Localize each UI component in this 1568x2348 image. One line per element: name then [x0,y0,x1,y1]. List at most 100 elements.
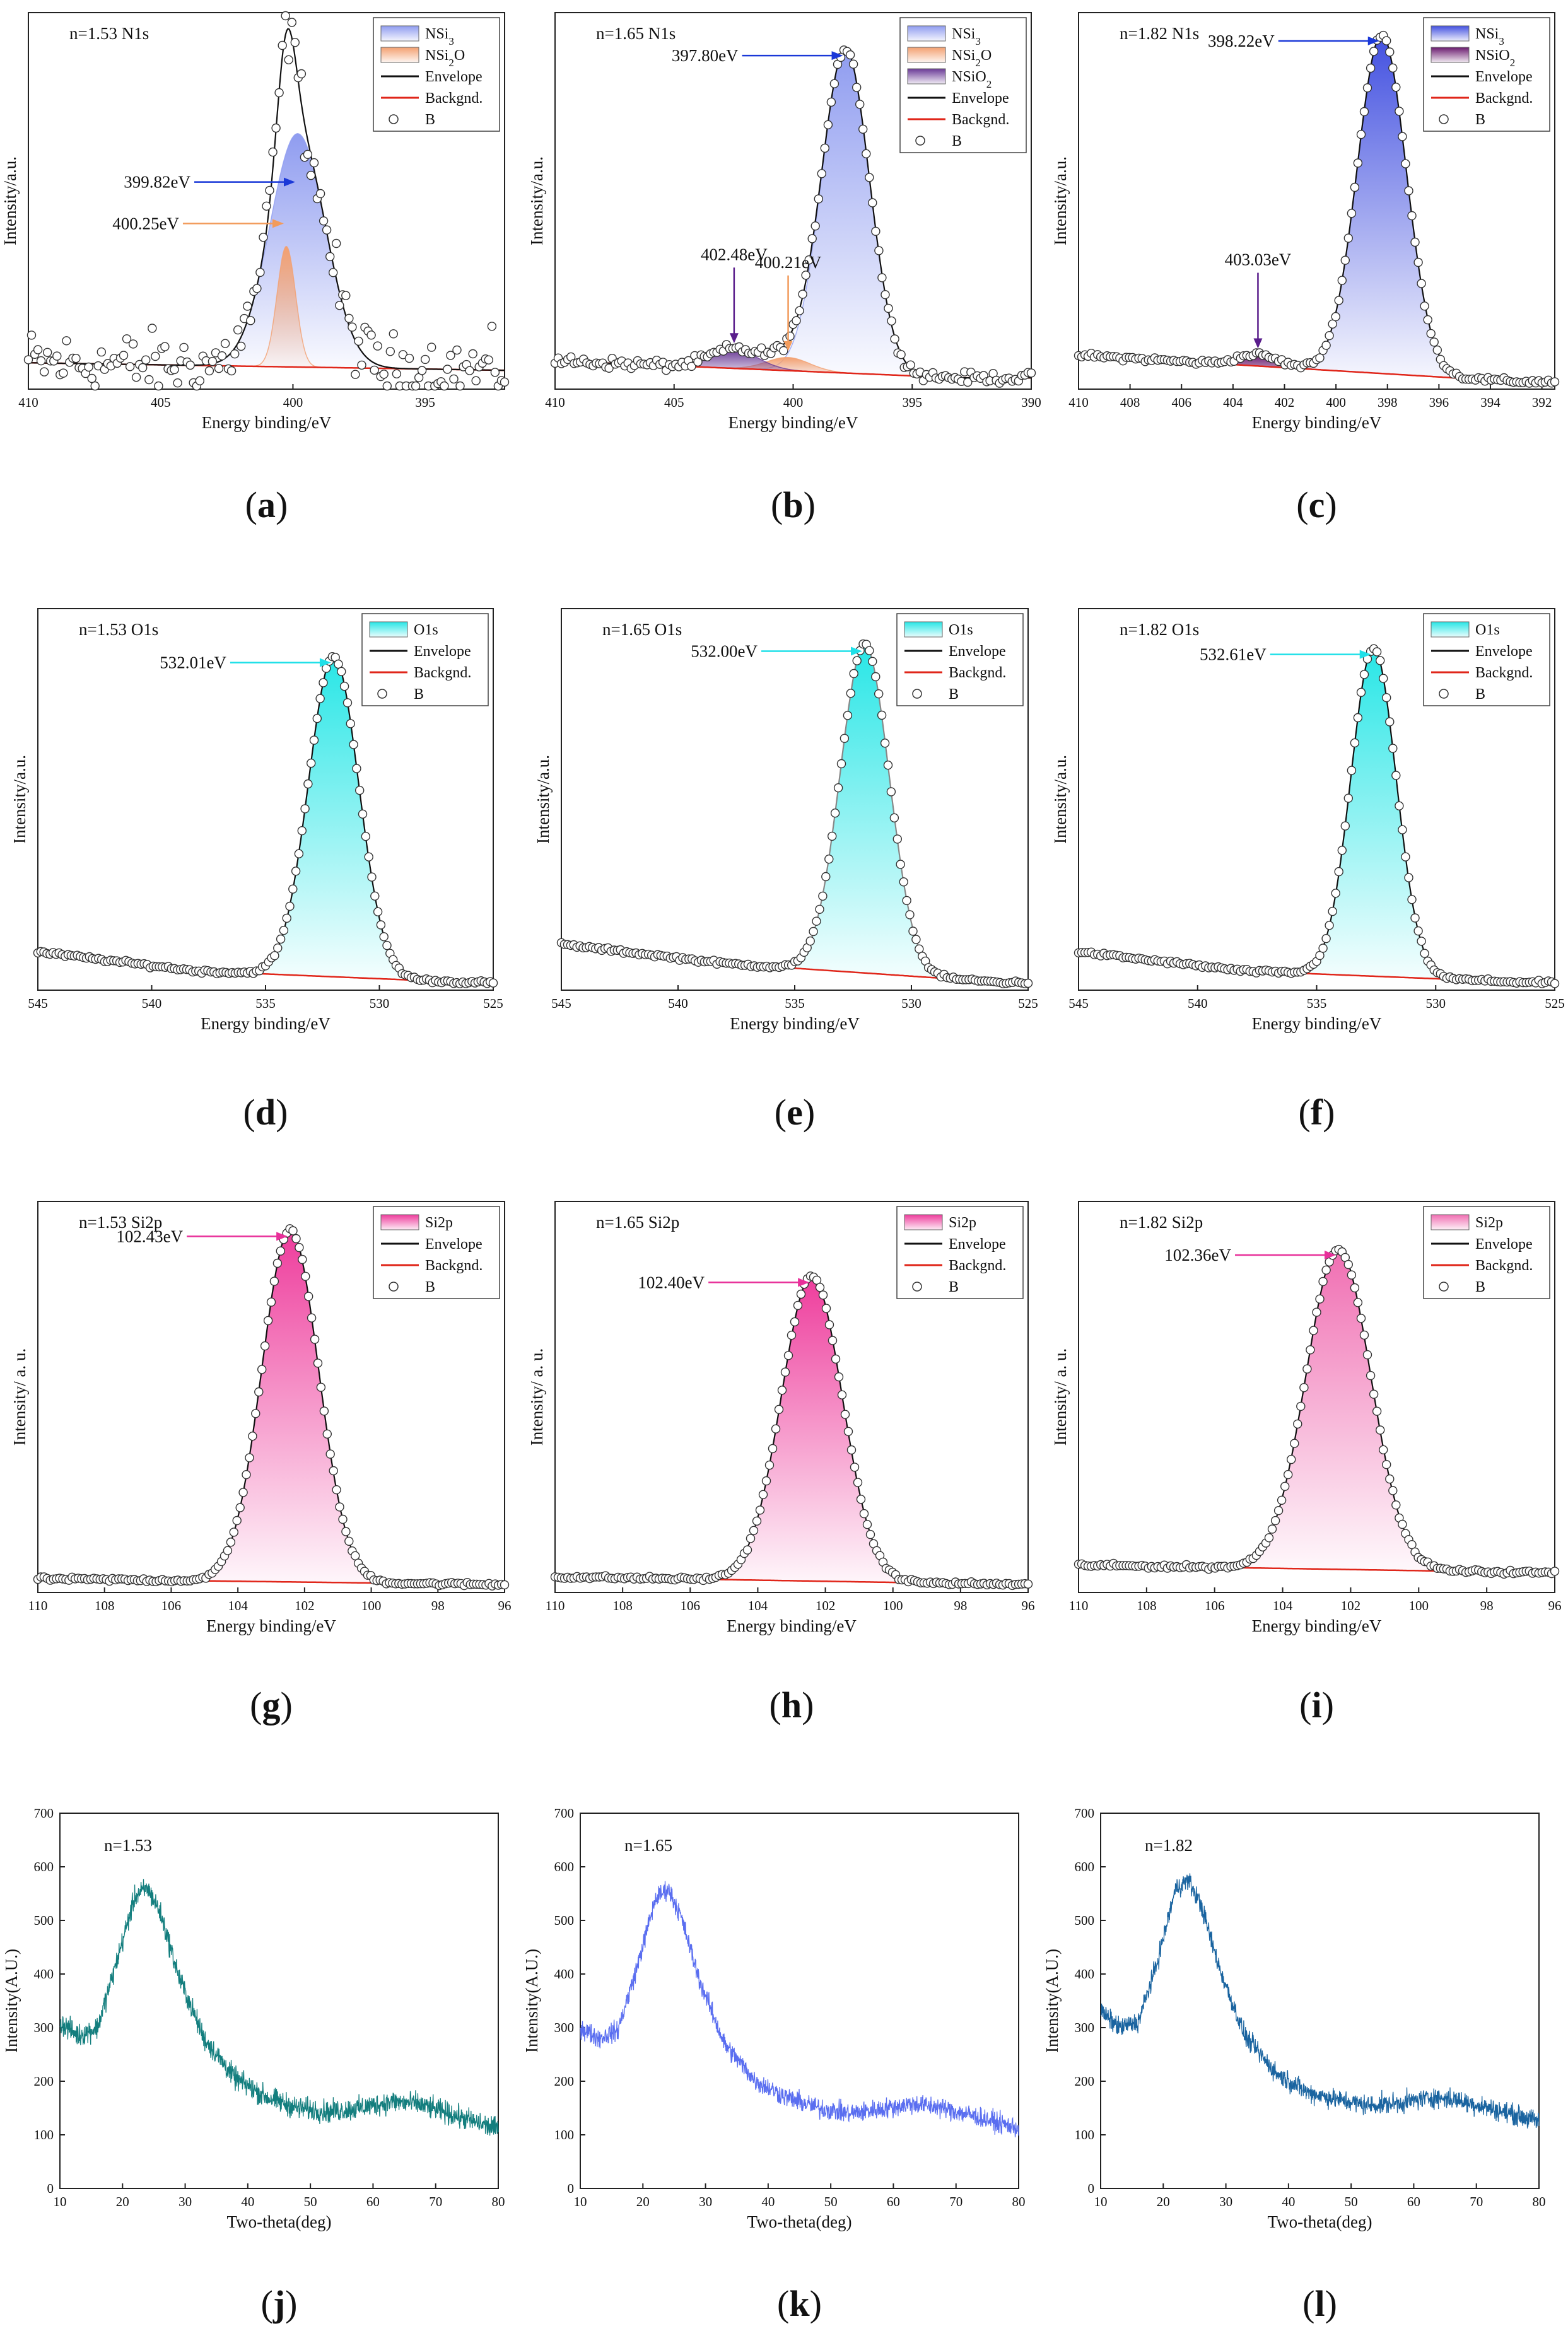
data-point [337,667,346,677]
panel-caption: (c) [1296,484,1337,525]
data-point [339,681,349,691]
data-point [243,301,252,311]
data-point [1353,1298,1363,1307]
data-point [774,1405,784,1415]
data-point [304,1292,313,1301]
data-point [119,351,129,360]
data-point [1318,943,1328,953]
data-point [204,366,214,376]
x-tick-label: 398 [1378,395,1398,410]
x-tick-label: 402 [1275,395,1295,410]
x-tick-label: 410 [545,395,565,410]
legend-label: O1s [949,622,973,638]
data-point [1315,1294,1325,1304]
legend-label: Backgnd. [1475,1258,1533,1274]
panel-h: 110 108 106 104 102 100 98 96 Energy binding/eV I… [527,1201,1035,1726]
data-point [296,69,307,79]
data-point [278,40,287,50]
legend-label: NSi3 [425,26,454,47]
data-point [307,1313,317,1323]
data-point [315,694,325,703]
data-point [1306,1345,1315,1355]
data-point [248,1431,257,1441]
legend-label: B [1475,112,1485,128]
legend-label: Envelope [1475,643,1533,660]
data-point [288,884,298,894]
data-point [828,1336,838,1345]
x-tick-label: 540 [1188,996,1208,1011]
data-point [1318,1276,1328,1287]
data-point [1381,1459,1391,1469]
x-tick-label: 405 [151,395,171,410]
data-point [787,1330,797,1340]
peak-NSi3 [28,133,505,371]
data-point [1023,978,1033,988]
x-tick-label: 110 [28,1598,48,1613]
x-tick-label: 80 [492,2194,505,2209]
data-point [1350,182,1360,192]
data-point [810,221,820,231]
panel-l: 10 20 30 40 50 60 70 80 0 100 200 300 400 500 600 700 Tw… [1043,1806,1546,2324]
y-axis-label: Intensity(A.U.) [1043,1949,1062,2053]
data-point [1395,801,1404,811]
data-point [911,935,921,944]
data-point [141,355,151,365]
legend-swatch [389,1282,399,1292]
data-point [220,339,230,348]
data-point [851,83,862,92]
data-point [1356,129,1366,139]
data-point [1340,821,1350,831]
legend-label: Backgnd. [952,112,1009,128]
panel-caption: (e) [775,1092,815,1133]
y-axis-label: Intensity/a.u. [1,156,20,245]
x-tick-label: 20 [116,2194,129,2209]
panel-title: n=1.65 Si2p [596,1213,679,1232]
x-tick-label: 106 [1205,1598,1225,1613]
x-axis-label: Energy binding/eV [202,413,332,432]
legend-swatch [1439,1282,1449,1292]
data-point [257,1365,267,1374]
x-axis-label: Energy binding/eV [1252,1014,1382,1033]
data-point [1337,276,1347,285]
data-point [379,370,389,379]
data-point [827,831,837,841]
data-point [1420,949,1429,958]
data-point [232,1516,242,1526]
data-point [195,376,204,385]
x-tick-label: 545 [28,996,48,1011]
data-point [1299,1382,1309,1393]
data-point [1410,913,1420,923]
legend-label: Envelope [949,643,1006,660]
data-point [1366,1370,1376,1381]
data-point [346,719,355,728]
data-point [1410,237,1420,247]
data-point [370,891,380,901]
data-point [1353,713,1363,723]
panel-title: n=1.65 [624,1836,672,1855]
panel-title: n=1.65 O1s [602,620,682,639]
data-point [815,904,824,914]
peak-arrow-head [1253,338,1263,349]
x-tick-label: 106 [161,1598,182,1613]
data-point [294,849,304,858]
panel-title: n=1.65 N1s [596,24,676,43]
data-point [404,353,414,363]
data-point [351,370,360,379]
data-point [1381,692,1391,703]
data-point [373,907,383,916]
data-point [1366,63,1376,73]
data-point [1353,158,1363,168]
data-point [824,1320,834,1329]
x-tick-label: 395 [415,395,435,410]
peak-label: 532.01eV [160,653,226,672]
data-point [319,216,329,226]
data-point [411,381,421,391]
data-point [795,306,804,315]
data-point [1283,1469,1293,1480]
data-point [818,891,828,901]
data-point [820,143,830,153]
data-point [809,926,818,937]
legend-label: B [949,686,959,703]
data-point [752,1516,762,1526]
